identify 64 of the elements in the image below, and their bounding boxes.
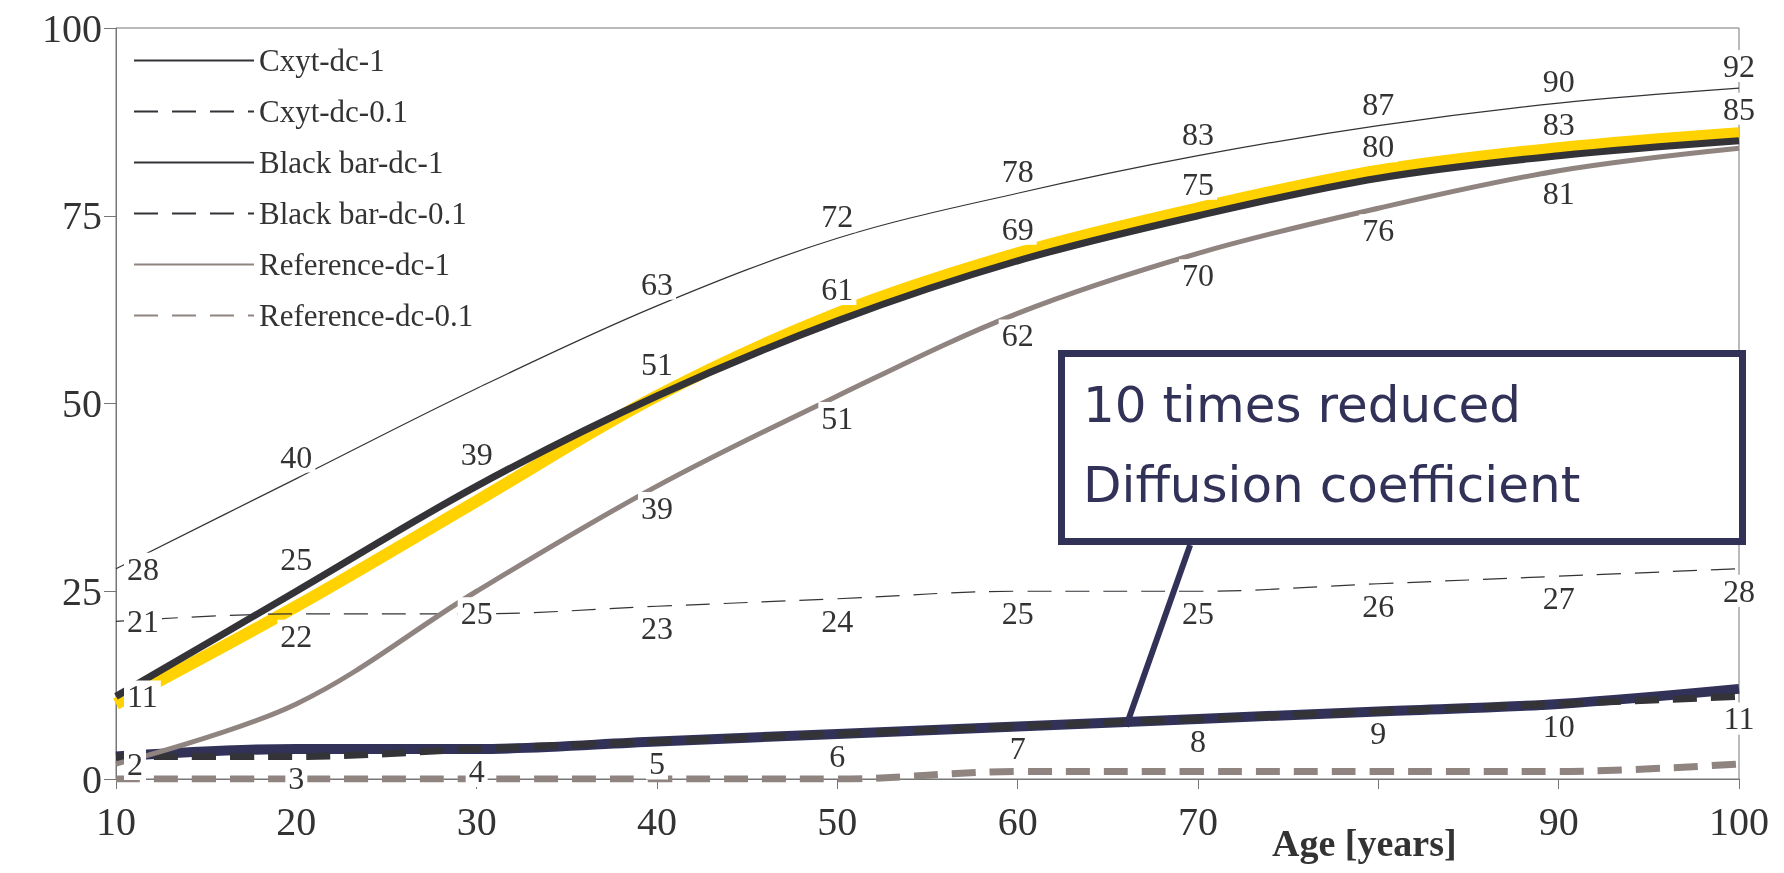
data-label: 87: [1362, 85, 1395, 122]
data-label: 51: [821, 399, 854, 436]
legend-label: Reference-dc-0.1: [259, 298, 474, 333]
data-label: 27: [1542, 580, 1575, 617]
legend-label: Cxyt-dc-0.1: [259, 94, 408, 129]
legend-label: Reference-dc-1: [259, 247, 451, 282]
legend-label: Black bar-dc-1: [259, 145, 444, 180]
data-label: 6: [829, 737, 846, 774]
data-label: 4: [468, 752, 485, 789]
legend-label: Cxyt-dc-1: [259, 43, 385, 78]
data-label: 28: [1723, 572, 1755, 609]
y-tick-label: 50: [62, 381, 102, 426]
data-label: 28: [127, 550, 159, 587]
x-tick-label: 20: [276, 798, 317, 844]
data-label: 21: [127, 603, 159, 640]
callout-box: 10 times reduced Diffusion coefficient: [1058, 350, 1746, 545]
data-label: 85: [1723, 90, 1755, 127]
data-label: 24: [821, 602, 854, 639]
data-label: 2: [127, 745, 143, 782]
data-label: 90: [1542, 63, 1575, 100]
data-label: 69: [1001, 210, 1034, 247]
data-label: 8: [1190, 722, 1206, 759]
x-tick-label: 100: [1709, 798, 1769, 844]
data-label: 63: [641, 265, 673, 302]
data-label: 80: [1362, 128, 1395, 165]
data-label: 39: [641, 490, 673, 527]
data-label: 26: [1362, 587, 1395, 624]
data-label: 39: [460, 436, 493, 473]
x-tick-label: 70: [1178, 798, 1218, 844]
data-label: 92: [1723, 48, 1755, 85]
data-label: 25: [280, 541, 313, 578]
data-label: 76: [1362, 212, 1395, 249]
data-label: 70: [1182, 257, 1214, 294]
data-label: 62: [1001, 317, 1034, 354]
data-label: 75: [1182, 165, 1214, 202]
data-label: 9: [1370, 715, 1387, 752]
data-label: 72: [821, 198, 854, 235]
data-label: 11: [127, 678, 158, 715]
data-label: 7: [1009, 730, 1026, 767]
data-label: 25: [1001, 595, 1034, 632]
x-tick-label: 60: [997, 798, 1038, 844]
data-label: 83: [1542, 105, 1575, 142]
data-label: 10: [1542, 707, 1575, 744]
data-label: 22: [280, 617, 313, 654]
legend-label: Black bar-dc-0.1: [259, 196, 467, 231]
data-label: 25: [460, 595, 493, 632]
x-tick-label: 90: [1538, 798, 1579, 844]
data-label: 5: [649, 745, 665, 782]
x-tick-label: 40: [637, 798, 677, 844]
y-tick-label: 75: [62, 193, 102, 239]
y-tick-label: 100: [42, 5, 102, 51]
x-tick-label: 50: [817, 798, 858, 844]
data-label: 11: [1723, 700, 1755, 737]
data-label: 25: [1182, 595, 1214, 632]
x-tick-label: 30: [456, 798, 497, 844]
data-label: 78: [1001, 153, 1034, 190]
data-label: 81: [1542, 174, 1575, 211]
x-axis-title: Age [years]: [1271, 822, 1457, 864]
y-tick-label: 25: [62, 568, 102, 614]
data-label: 40: [280, 438, 313, 475]
data-label: 61: [821, 270, 854, 307]
data-label: 23: [641, 610, 673, 647]
data-label: 83: [1182, 115, 1214, 152]
data-label: 51: [641, 345, 673, 382]
